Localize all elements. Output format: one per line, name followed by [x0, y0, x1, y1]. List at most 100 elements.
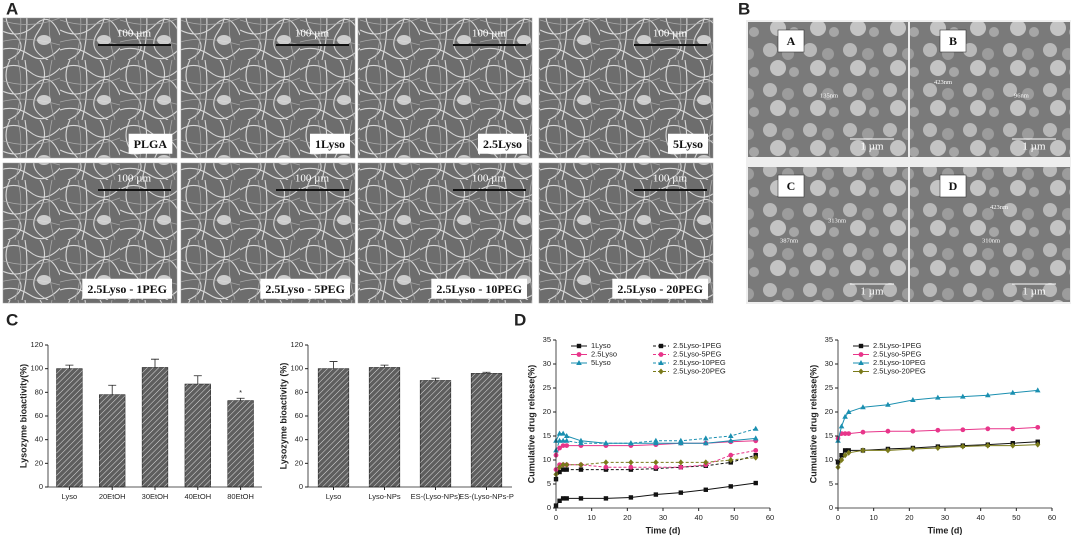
- legend-marker: [658, 368, 664, 375]
- image-label: C: [787, 179, 796, 193]
- panel-label: B: [738, 0, 750, 18]
- data-point: [578, 496, 584, 501]
- data-point: [703, 440, 709, 446]
- data-point: [960, 393, 966, 399]
- data-point: [578, 440, 584, 446]
- sem-image: [910, 167, 1070, 302]
- data-point: [557, 498, 562, 503]
- legend-label: 2.5Lyso-20PEG: [873, 366, 926, 375]
- sem-image: [748, 167, 908, 302]
- scale-label: 1 µm: [1022, 286, 1046, 298]
- axes: [307, 345, 512, 488]
- data-point: [560, 430, 566, 436]
- data-point: [728, 484, 733, 489]
- data-point: [752, 425, 759, 431]
- caption-box: [612, 278, 708, 299]
- scale-label: 100 µm: [472, 173, 507, 185]
- scale-label: 100 µm: [653, 28, 688, 40]
- legend-marker: [858, 368, 864, 375]
- image-label: D: [949, 179, 958, 193]
- data-point: [935, 427, 941, 433]
- data-point: [860, 404, 866, 410]
- data-point: [842, 431, 848, 436]
- sem-image: [748, 22, 908, 157]
- y-tick-label: 15: [543, 431, 551, 440]
- panel-label: C: [6, 310, 18, 329]
- data-point: [628, 440, 634, 446]
- legend-label: 2.5Lyso-10PEG: [873, 358, 926, 367]
- data-point: [1034, 387, 1041, 393]
- data-point: [846, 431, 852, 436]
- bar-hatch: [420, 380, 451, 487]
- bar-hatch: [318, 368, 349, 487]
- x-tick-label: Lyso: [326, 492, 342, 501]
- data-point: [842, 452, 848, 459]
- data-point: [628, 464, 634, 470]
- y-tick-label: 40: [295, 435, 303, 444]
- data-point: [628, 459, 634, 466]
- data-point: [845, 409, 852, 414]
- y-tick-label: 10: [825, 455, 833, 464]
- caption-box: [431, 278, 527, 299]
- data-point: [578, 461, 584, 468]
- data-point: [846, 449, 852, 456]
- legend-marker: [576, 352, 582, 357]
- data-point: [839, 453, 844, 458]
- legend-marker: [858, 343, 864, 349]
- legend-label: 2.5Lyso-10PEG: [673, 358, 726, 367]
- y-axis-label: Lysozyme bioactivity(%): [18, 364, 28, 468]
- y-tick-label: 120: [30, 340, 43, 349]
- image-label: B: [949, 34, 957, 48]
- data-point: [556, 430, 563, 436]
- legend-label: 2.5Lyso-1PEG: [673, 341, 722, 350]
- data-point: [578, 467, 584, 472]
- y-tick-label: 0: [829, 503, 833, 512]
- scale-label: 100 µm: [117, 173, 152, 185]
- data-point: [557, 469, 562, 475]
- x-tick-label: 60: [766, 513, 774, 522]
- panel-label: A: [6, 0, 18, 18]
- data-point: [560, 461, 566, 468]
- y-tick-label: 25: [825, 383, 833, 392]
- data-point: [628, 495, 634, 500]
- data-point: [557, 445, 562, 451]
- y-tick-label: 0: [299, 482, 303, 491]
- error-bar: [482, 371, 491, 374]
- data-point: [985, 426, 991, 432]
- panel-label: D: [514, 310, 526, 329]
- data-point: [556, 464, 563, 471]
- sample-caption: 2.5Lyso - 10PEG: [436, 282, 522, 296]
- data-point: [653, 464, 659, 470]
- axes: [47, 345, 262, 488]
- error-bar: [151, 358, 159, 368]
- data-point: [753, 448, 759, 453]
- data-point: [727, 437, 734, 443]
- data-point: [935, 445, 941, 451]
- data-point: [556, 437, 563, 443]
- data-point: [560, 496, 566, 501]
- error-bar: [329, 361, 338, 369]
- error-bar: [431, 377, 440, 381]
- x-tick-label: 40EtOH: [184, 492, 211, 501]
- size-label: 423nm: [934, 79, 952, 86]
- data-point: [564, 467, 569, 472]
- caption-box: [260, 278, 350, 299]
- legend-marker: [858, 360, 864, 365]
- y-tick-label: 30: [825, 359, 833, 368]
- error-bar: [193, 375, 202, 385]
- data-point: [653, 459, 659, 466]
- x-tick-label: 20EtOH: [99, 492, 126, 501]
- x-tick-label: 20: [905, 513, 913, 522]
- y-tick-label: 35: [825, 335, 833, 344]
- legend-marker: [658, 343, 664, 349]
- size-label: 135nm: [820, 93, 838, 100]
- label-box: [939, 174, 967, 198]
- y-tick-label: 60: [295, 411, 303, 420]
- bar-hatch: [99, 394, 126, 487]
- x-tick-label: 10: [587, 513, 595, 522]
- x-tick-label: 30: [941, 513, 949, 522]
- axes: [837, 340, 1052, 509]
- data-point: [703, 459, 709, 466]
- data-point: [885, 447, 891, 454]
